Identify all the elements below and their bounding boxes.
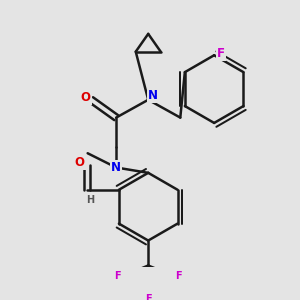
- Text: O: O: [75, 156, 85, 169]
- Text: H: H: [86, 196, 94, 206]
- Text: N: N: [148, 89, 158, 102]
- Text: F: F: [115, 271, 121, 281]
- Text: F: F: [217, 47, 225, 60]
- Text: F: F: [145, 294, 152, 300]
- Text: O: O: [81, 91, 91, 103]
- Text: F: F: [175, 271, 182, 281]
- Text: N: N: [111, 161, 121, 174]
